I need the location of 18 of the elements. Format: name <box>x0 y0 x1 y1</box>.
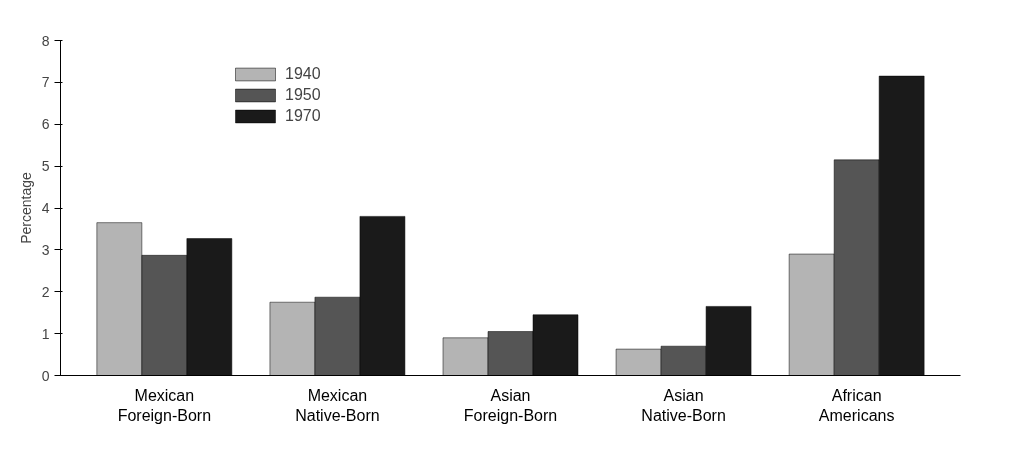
x-tick-label: Mexican Native-Born <box>295 386 380 424</box>
y-tick-label: 5 <box>41 158 50 175</box>
y-tick-label: 3 <box>41 241 50 258</box>
y-tick-label: 4 <box>41 200 50 216</box>
x-tick-label: African Americans <box>818 386 895 424</box>
y-tick-label: 6 <box>41 116 50 133</box>
y-tick-label: 1 <box>41 325 50 342</box>
y-tick-label: 7 <box>41 74 50 91</box>
y-axis-title: Percentage <box>17 171 34 244</box>
y-tick-label: 8 <box>41 32 50 49</box>
y-tick-label: 0 <box>41 367 50 384</box>
y-tick-label: 2 <box>41 283 50 300</box>
legend-label: 1940 <box>285 65 321 83</box>
legend-label: 1970 <box>285 107 321 125</box>
legend-label: 1950 <box>285 86 321 104</box>
x-tick-label: Asian Foreign-Born <box>463 386 558 424</box>
x-tick-label: Mexican Foreign-Born <box>117 386 212 424</box>
x-tick-label: Asian Native-Born <box>641 386 726 424</box>
